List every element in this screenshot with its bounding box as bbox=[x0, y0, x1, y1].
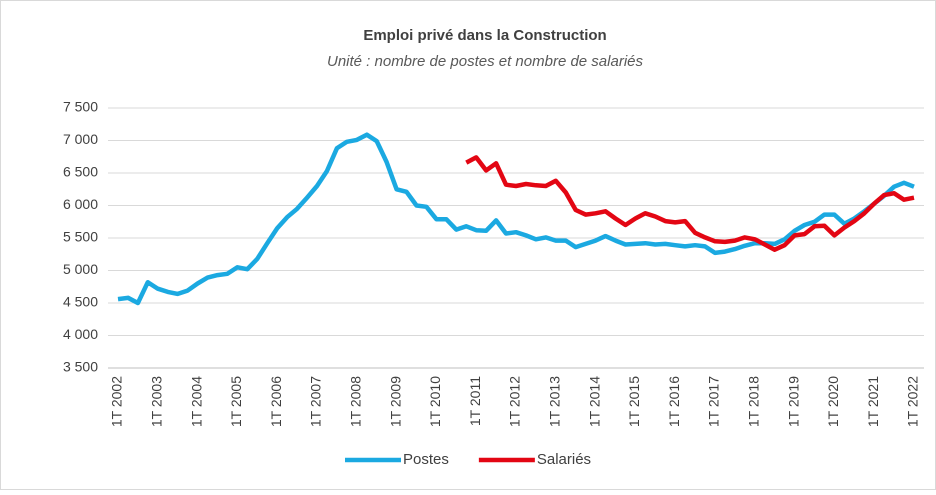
x-tick-label: 1T 2019 bbox=[785, 376, 801, 427]
x-tick-label: 1T 2007 bbox=[308, 376, 324, 427]
y-tick-label: 5 500 bbox=[63, 229, 98, 245]
x-tick-label: 1T 2020 bbox=[825, 376, 841, 427]
x-tick-label: 1T 2014 bbox=[586, 376, 602, 427]
x-tick-label: 1T 2002 bbox=[109, 376, 125, 427]
y-tick-label: 3 500 bbox=[63, 359, 98, 375]
x-tick-label: 1T 2011 bbox=[467, 376, 483, 426]
y-tick-label: 4 500 bbox=[63, 294, 98, 310]
y-tick-label: 6 000 bbox=[63, 196, 98, 212]
y-tick-label: 6 500 bbox=[63, 164, 98, 180]
x-tick-label: 1T 2009 bbox=[387, 376, 403, 427]
x-tick-label: 1T 2006 bbox=[268, 376, 284, 427]
y-tick-label: 5 000 bbox=[63, 261, 98, 277]
y-tick-label: 4 000 bbox=[63, 326, 98, 342]
x-tick-label: 1T 2017 bbox=[706, 376, 722, 427]
x-tick-label: 1T 2010 bbox=[427, 376, 443, 427]
x-tick-label: 1T 2008 bbox=[348, 376, 364, 427]
series-line bbox=[465, 155, 915, 252]
y-tick-label: 7 000 bbox=[63, 131, 98, 147]
x-tick-label: 1T 2015 bbox=[626, 376, 642, 427]
legend-label: Salariés bbox=[537, 451, 591, 468]
x-tick-label: 1T 2016 bbox=[666, 376, 682, 427]
chart-title: Emploi privé dans la Construction bbox=[363, 27, 606, 44]
x-tick-label: 1T 2012 bbox=[507, 376, 523, 427]
x-tick-label: 1T 2003 bbox=[149, 376, 165, 427]
x-tick-label: 1T 2004 bbox=[188, 376, 204, 427]
x-tick-label: 1T 2013 bbox=[547, 376, 563, 427]
x-tick-label: 1T 2005 bbox=[228, 376, 244, 427]
series-line bbox=[117, 132, 915, 306]
x-tick-label: 1T 2021 bbox=[865, 376, 881, 427]
x-tick-label: 1T 2022 bbox=[905, 376, 921, 427]
legend-label: Postes bbox=[403, 451, 449, 468]
chart-subtitle: Unité : nombre de postes et nombre de sa… bbox=[327, 53, 644, 70]
x-tick-label: 1T 2018 bbox=[746, 376, 762, 427]
y-tick-label: 7 500 bbox=[63, 99, 98, 115]
